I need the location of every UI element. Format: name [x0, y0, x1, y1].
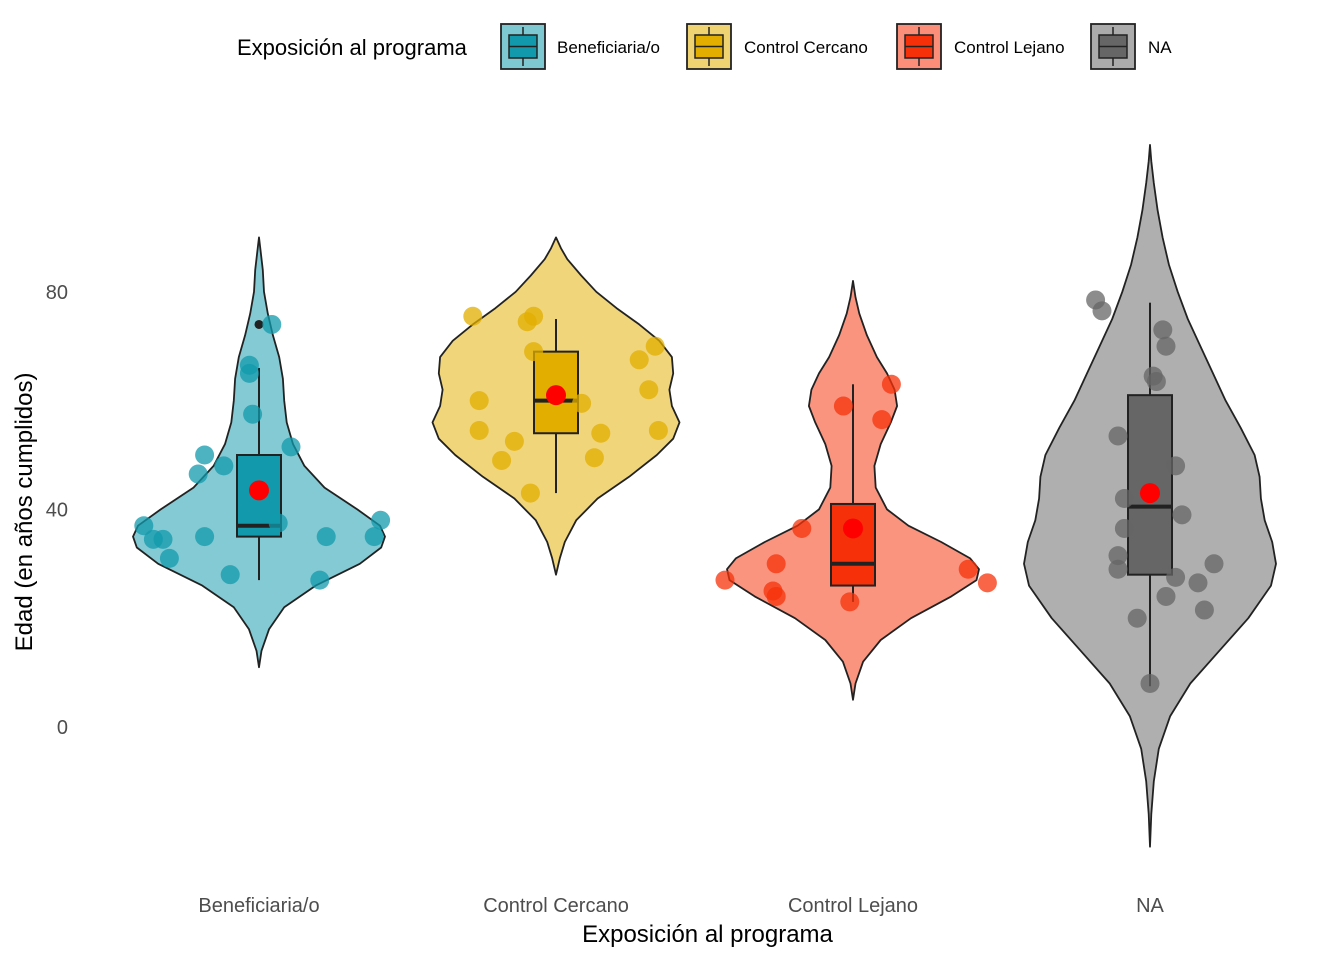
data-point	[134, 516, 154, 536]
legend-entry: Control Cercano	[686, 23, 868, 70]
data-point	[364, 527, 384, 547]
x-tick-label: Control Lejano	[788, 895, 918, 917]
data-point	[1153, 320, 1173, 340]
data-point	[239, 355, 259, 375]
data-point	[1166, 456, 1186, 476]
data-point	[715, 570, 735, 590]
data-point	[463, 306, 483, 326]
mean-point	[843, 518, 863, 539]
data-point	[645, 336, 665, 356]
y-tick-label: 0	[57, 717, 68, 739]
data-point	[469, 391, 489, 411]
legend: Exposición al programa Beneficiaria/o Con…	[237, 23, 1172, 70]
data-point	[1156, 336, 1176, 356]
data-point	[310, 570, 330, 590]
data-point	[1092, 301, 1112, 321]
y-axis-title: Edad (en años cumplidos)	[11, 373, 38, 652]
data-point	[572, 393, 592, 413]
data-point	[1188, 573, 1208, 593]
x-axis: Beneficiaria/o Control Cercano Control Lej…	[198, 895, 1164, 917]
data-point	[214, 456, 234, 476]
data-point	[153, 529, 173, 549]
data-point	[195, 527, 215, 547]
data-point	[1108, 559, 1128, 579]
data-point	[492, 450, 512, 470]
data-point	[977, 573, 997, 593]
y-tick-label: 40	[46, 499, 68, 521]
data-point	[469, 421, 489, 441]
data-point	[958, 559, 978, 579]
data-point	[766, 554, 786, 574]
legend-label: NA	[1148, 38, 1172, 57]
x-tick-label: Beneficiaria/o	[198, 895, 319, 917]
data-point	[766, 586, 786, 606]
data-point	[648, 421, 668, 441]
data-point	[504, 431, 524, 451]
data-point	[268, 513, 288, 533]
legend-title: Exposición al programa	[237, 35, 468, 60]
data-point	[524, 306, 544, 326]
x-axis-title: Exposición al programa	[582, 921, 833, 948]
y-tick-label: 80	[46, 282, 68, 304]
data-point	[1204, 554, 1224, 574]
data-point	[243, 404, 263, 424]
outlier-point	[254, 319, 264, 329]
data-point	[629, 350, 649, 370]
data-point	[371, 510, 391, 530]
mean-point	[1140, 483, 1160, 504]
x-tick-label: Control Cercano	[483, 895, 629, 917]
group-control-lejano	[715, 280, 997, 701]
data-point	[1194, 600, 1214, 620]
group-na	[1023, 144, 1277, 848]
data-point	[1108, 426, 1128, 446]
data-point	[1166, 567, 1186, 587]
legend-label: Beneficiaria/o	[557, 38, 660, 57]
data-point	[1114, 518, 1134, 538]
data-point	[881, 374, 901, 394]
data-point	[840, 592, 860, 612]
data-point	[872, 410, 892, 430]
legend-entry: Beneficiaria/o	[500, 23, 660, 70]
data-point	[195, 445, 215, 465]
data-point	[833, 396, 853, 416]
data-point	[188, 464, 208, 484]
data-point	[262, 314, 282, 334]
data-point	[639, 380, 659, 400]
legend-label: Control Cercano	[744, 38, 868, 57]
data-point	[591, 423, 611, 443]
data-point	[792, 518, 812, 538]
data-point	[220, 565, 240, 585]
box	[830, 502, 876, 587]
data-point	[1108, 546, 1128, 566]
group-beneficiaria-o	[132, 236, 391, 669]
legend-label: Control Lejano	[954, 38, 1065, 57]
mean-point	[546, 385, 566, 406]
data-point	[1146, 372, 1166, 392]
legend-entry: Control Lejano	[896, 23, 1065, 70]
data-point	[1127, 608, 1147, 628]
data-point	[1172, 505, 1192, 525]
data-point	[281, 437, 301, 457]
data-point	[1140, 673, 1160, 693]
legend-entry: NA	[1090, 23, 1172, 70]
y-axis: 0 40 80	[46, 282, 68, 739]
data-point	[316, 527, 336, 547]
data-point	[524, 342, 544, 362]
mean-point	[249, 480, 269, 501]
group-control-cercano	[431, 236, 681, 576]
data-point	[520, 483, 540, 503]
data-point	[159, 548, 179, 568]
data-point	[584, 448, 604, 468]
x-tick-label: NA	[1136, 895, 1164, 917]
data-point	[1156, 586, 1176, 606]
box	[1127, 394, 1173, 576]
data-point	[1114, 489, 1134, 509]
plot-area	[132, 144, 1277, 848]
